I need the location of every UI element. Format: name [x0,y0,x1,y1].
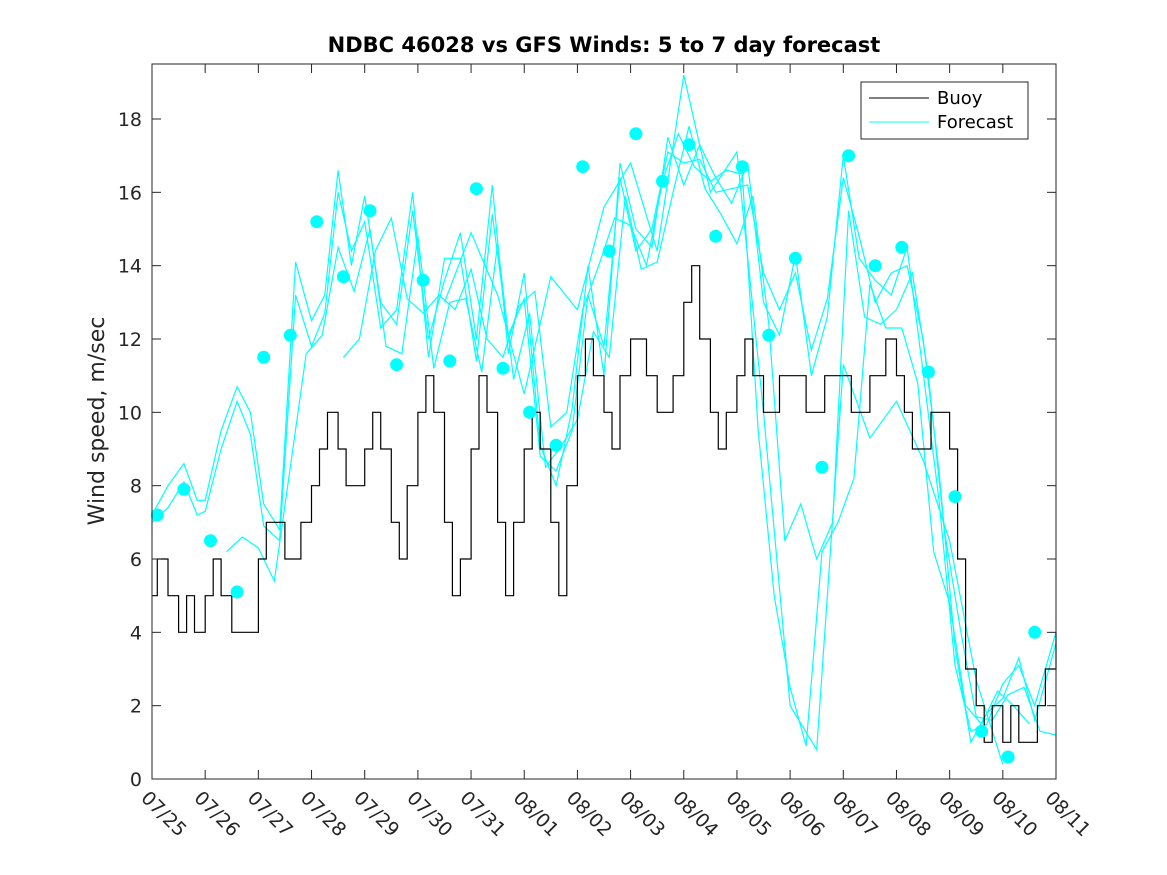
forecast-marker [815,460,829,474]
y-tick-label: 8 [130,476,142,498]
forecast-marker [443,354,457,368]
y-tick-label: 6 [130,549,142,571]
forecast-marker [629,127,643,141]
forecast-marker [576,160,590,174]
forecast-marker [948,490,962,504]
forecast-marker [682,138,696,152]
y-tick-label: 16 [118,182,142,204]
forecast-marker [656,174,669,188]
forecast-marker [868,259,882,273]
forecast-marker [496,361,510,375]
legend: Buoy Forecast [860,81,1029,140]
legend-label-buoy: Buoy [937,88,983,109]
forecast-marker [283,328,297,342]
forecast-marker [762,328,776,342]
forecast-marker [204,534,217,548]
y-tick-label: 14 [118,256,142,278]
forecast-marker [1001,750,1015,764]
forecast-marker [921,365,935,379]
y-tick-label: 18 [118,109,142,131]
y-tick-label: 4 [130,622,142,644]
forecast-marker [150,508,164,522]
forecast-marker [735,160,749,174]
forecast-line-3 [225,126,1057,736]
forecast-marker [842,149,856,163]
forecast-marker [549,438,563,452]
forecast-markers [150,127,1042,764]
forecast-marker [469,182,483,196]
plot-area [150,64,1057,779]
forecast-marker [895,240,909,254]
plot-frame [151,63,1057,780]
forecast-marker [230,585,244,599]
chart-title: NDBC 46028 vs GFS Winds: 5 to 7 day fore… [328,33,881,57]
forecast-marker [257,350,271,364]
forecast-line-1 [151,137,1057,733]
forecast-marker [177,482,191,496]
forecast-marker [709,229,723,243]
forecast-marker [310,215,324,229]
y-axis: 0 2 4 6 8 10 12 14 16 18 [118,109,1056,791]
legend-box [860,81,1029,140]
y-tick-label: 10 [118,402,142,424]
forecast-lines [151,74,1057,765]
legend-label-forecast: Forecast [937,112,1013,133]
buoy-line [152,265,1057,743]
forecast-marker [390,358,404,372]
forecast-marker [788,251,802,265]
forecast-marker [523,405,537,419]
forecast-marker [602,244,616,258]
forecast-marker [1028,625,1042,639]
forecast-marker [416,273,430,287]
forecast-marker [975,724,989,738]
y-tick-label: 12 [118,329,142,351]
y-axis-label: Wind speed, m/sec [85,317,110,526]
y-tick-label: 2 [130,696,142,718]
buoy-series-line [152,265,1057,743]
forecast-marker [363,204,377,218]
forecast-line-5 [443,74,1004,765]
forecast-marker [336,270,350,284]
y-tick-label: 0 [130,769,142,791]
